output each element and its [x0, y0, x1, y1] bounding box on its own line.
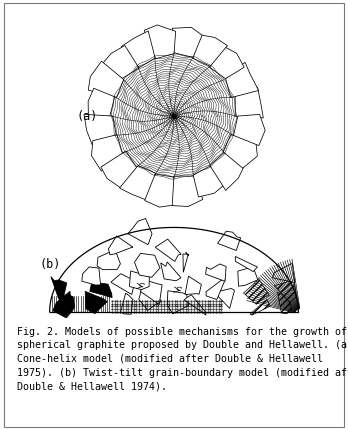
Polygon shape — [85, 291, 107, 313]
Polygon shape — [121, 31, 155, 68]
Polygon shape — [82, 267, 101, 285]
Polygon shape — [235, 87, 263, 118]
Polygon shape — [88, 61, 124, 98]
Polygon shape — [101, 46, 139, 78]
Polygon shape — [161, 262, 181, 281]
Polygon shape — [167, 291, 188, 314]
Polygon shape — [90, 282, 112, 298]
Polygon shape — [92, 135, 122, 171]
Polygon shape — [193, 34, 228, 66]
Polygon shape — [238, 267, 258, 286]
Polygon shape — [101, 151, 137, 189]
Text: (b): (b) — [40, 258, 61, 271]
Polygon shape — [139, 288, 161, 310]
FancyBboxPatch shape — [4, 3, 344, 427]
Polygon shape — [185, 276, 201, 295]
Polygon shape — [206, 280, 225, 300]
Polygon shape — [274, 278, 296, 303]
Polygon shape — [277, 292, 292, 314]
Polygon shape — [119, 166, 156, 201]
Polygon shape — [193, 166, 226, 197]
Polygon shape — [184, 295, 206, 315]
Polygon shape — [108, 236, 133, 255]
Polygon shape — [51, 276, 67, 300]
Polygon shape — [206, 264, 226, 281]
Polygon shape — [218, 231, 240, 250]
Polygon shape — [97, 248, 120, 270]
Polygon shape — [128, 218, 152, 245]
Polygon shape — [272, 263, 295, 283]
Polygon shape — [210, 153, 245, 190]
Polygon shape — [234, 114, 265, 146]
Polygon shape — [145, 174, 176, 207]
Polygon shape — [129, 271, 149, 290]
Polygon shape — [244, 279, 269, 304]
Polygon shape — [183, 252, 189, 272]
Polygon shape — [140, 280, 162, 304]
Polygon shape — [209, 46, 244, 79]
Polygon shape — [250, 299, 270, 315]
Polygon shape — [235, 256, 258, 272]
Polygon shape — [84, 114, 116, 144]
Polygon shape — [53, 291, 74, 318]
Polygon shape — [135, 253, 160, 277]
Text: Fig. 2. Models of possible mechanisms for the growth of
spherical graphite propo: Fig. 2. Models of possible mechanisms fo… — [17, 327, 348, 391]
Polygon shape — [144, 25, 176, 59]
Polygon shape — [172, 28, 202, 58]
Polygon shape — [223, 135, 258, 168]
Polygon shape — [214, 289, 234, 308]
Polygon shape — [226, 62, 259, 98]
Polygon shape — [88, 88, 114, 118]
Polygon shape — [121, 293, 133, 314]
Polygon shape — [172, 176, 203, 206]
Text: (a): (a) — [77, 110, 98, 123]
Polygon shape — [155, 239, 181, 261]
Polygon shape — [111, 274, 137, 295]
